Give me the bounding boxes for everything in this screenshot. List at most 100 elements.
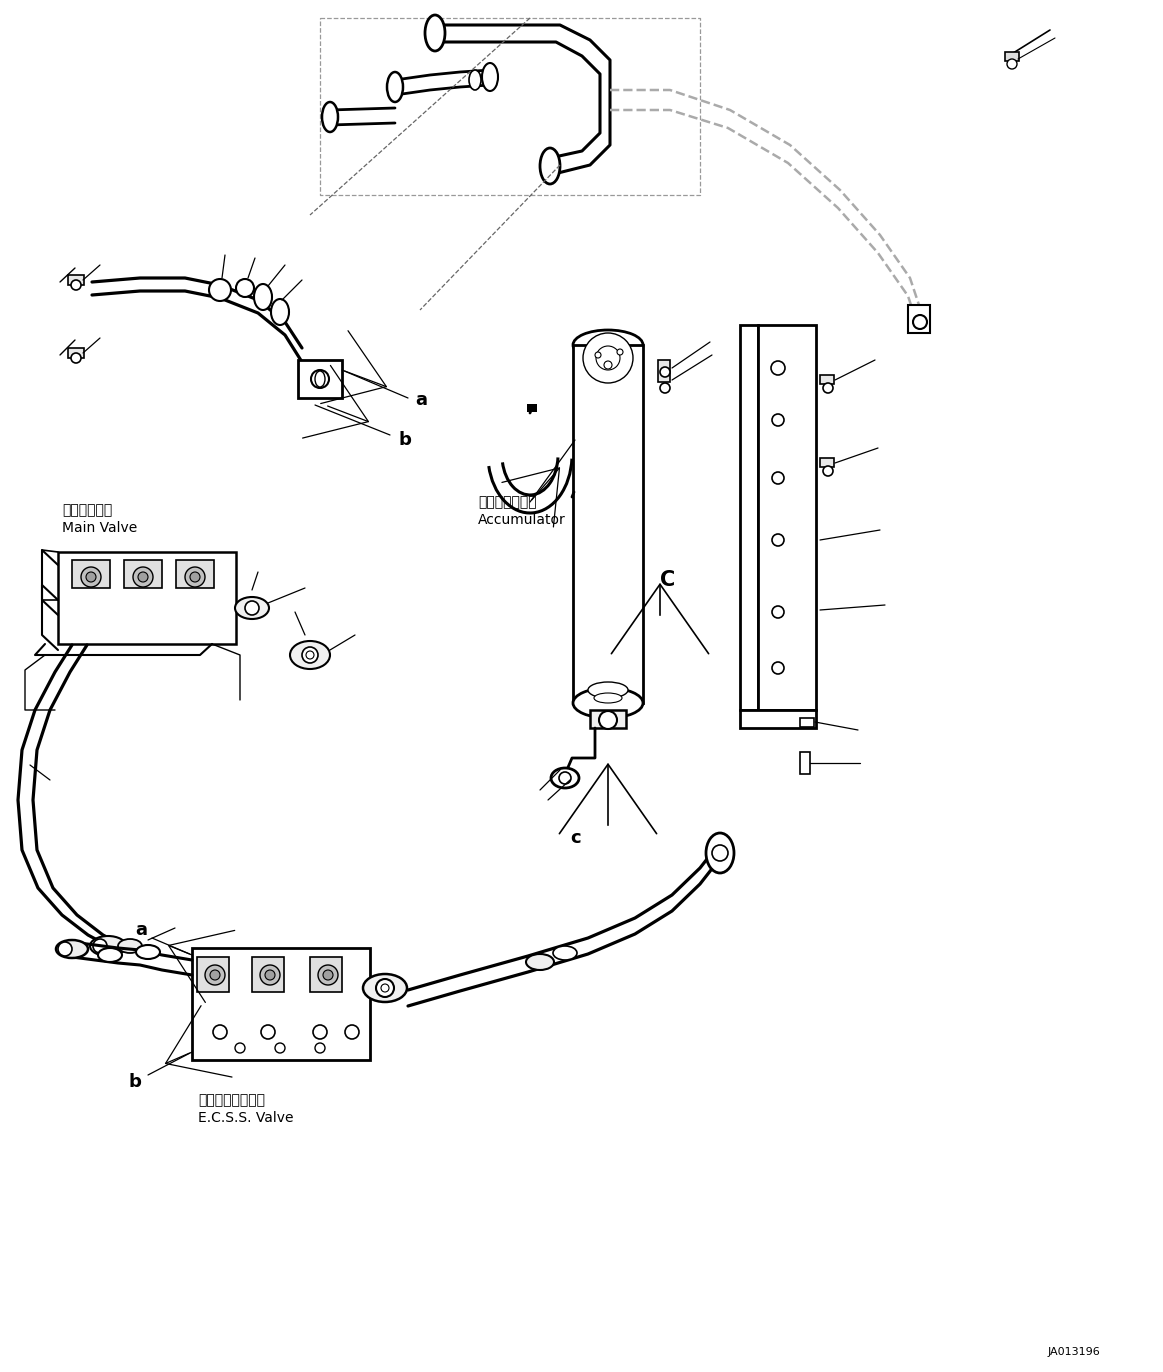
- Ellipse shape: [481, 63, 498, 91]
- Bar: [800, 752, 809, 774]
- Ellipse shape: [117, 938, 142, 954]
- Bar: [590, 709, 626, 729]
- Circle shape: [771, 361, 785, 375]
- Circle shape: [93, 938, 107, 954]
- Circle shape: [311, 370, 329, 388]
- Circle shape: [58, 943, 72, 956]
- Bar: [740, 325, 758, 709]
- Circle shape: [236, 279, 254, 296]
- Bar: [124, 560, 162, 589]
- Circle shape: [772, 472, 784, 484]
- Circle shape: [185, 567, 205, 587]
- Ellipse shape: [594, 693, 622, 702]
- Bar: [192, 948, 370, 1061]
- Circle shape: [913, 316, 927, 329]
- Ellipse shape: [424, 15, 445, 51]
- Ellipse shape: [526, 954, 554, 970]
- Circle shape: [604, 361, 612, 369]
- Text: b: b: [128, 1073, 141, 1091]
- Bar: [67, 274, 84, 285]
- Circle shape: [659, 366, 670, 377]
- Circle shape: [772, 534, 784, 546]
- Bar: [176, 560, 214, 589]
- Bar: [527, 403, 537, 412]
- Ellipse shape: [90, 936, 126, 956]
- Circle shape: [209, 279, 231, 300]
- Ellipse shape: [235, 597, 269, 619]
- Circle shape: [315, 1043, 324, 1052]
- Ellipse shape: [540, 148, 561, 184]
- Circle shape: [86, 572, 97, 582]
- Text: E.C.S.S. Valve: E.C.S.S. Valve: [198, 1111, 293, 1125]
- Bar: [1005, 52, 1019, 60]
- Text: 走行ダンババルブ: 走行ダンババルブ: [198, 1093, 265, 1107]
- Ellipse shape: [552, 947, 577, 960]
- Ellipse shape: [315, 370, 324, 387]
- Bar: [58, 552, 236, 643]
- Circle shape: [274, 1043, 285, 1052]
- Ellipse shape: [469, 70, 481, 91]
- Ellipse shape: [322, 102, 338, 132]
- Circle shape: [1007, 59, 1016, 69]
- Bar: [908, 305, 930, 333]
- Circle shape: [205, 965, 224, 985]
- Ellipse shape: [706, 833, 734, 873]
- Circle shape: [211, 970, 220, 980]
- Circle shape: [599, 711, 618, 729]
- Ellipse shape: [290, 641, 330, 670]
- Circle shape: [235, 1043, 245, 1052]
- Ellipse shape: [551, 768, 579, 788]
- Ellipse shape: [136, 945, 160, 959]
- Circle shape: [345, 1025, 359, 1039]
- Ellipse shape: [573, 687, 643, 718]
- Circle shape: [559, 772, 571, 783]
- Circle shape: [712, 845, 728, 862]
- Circle shape: [313, 1025, 327, 1039]
- Bar: [658, 359, 670, 381]
- Circle shape: [133, 567, 154, 587]
- Circle shape: [323, 970, 333, 980]
- Circle shape: [823, 466, 833, 476]
- Circle shape: [213, 1025, 227, 1039]
- Circle shape: [71, 280, 81, 289]
- Circle shape: [245, 601, 259, 615]
- Text: アキュムレータ: アキュムレータ: [478, 495, 536, 509]
- Circle shape: [317, 965, 338, 985]
- Circle shape: [823, 383, 833, 392]
- Circle shape: [381, 984, 388, 992]
- Text: c: c: [570, 829, 580, 847]
- Circle shape: [265, 970, 274, 980]
- Bar: [800, 718, 814, 727]
- Bar: [298, 359, 342, 398]
- Circle shape: [190, 572, 200, 582]
- Text: b: b: [398, 431, 411, 449]
- Ellipse shape: [573, 331, 643, 359]
- Ellipse shape: [387, 71, 404, 102]
- Bar: [252, 958, 284, 992]
- Text: メインバルブ: メインバルブ: [62, 504, 113, 517]
- Bar: [67, 348, 84, 358]
- Bar: [72, 560, 110, 589]
- Circle shape: [772, 606, 784, 617]
- Circle shape: [618, 348, 623, 355]
- Circle shape: [376, 980, 394, 997]
- Ellipse shape: [56, 940, 88, 958]
- Circle shape: [261, 1025, 274, 1039]
- Ellipse shape: [254, 284, 272, 310]
- Circle shape: [302, 648, 317, 663]
- Circle shape: [81, 567, 101, 587]
- Bar: [820, 375, 834, 384]
- Ellipse shape: [98, 948, 122, 962]
- Bar: [820, 458, 834, 466]
- Circle shape: [772, 663, 784, 674]
- Circle shape: [659, 383, 670, 392]
- Circle shape: [595, 346, 620, 370]
- Bar: [740, 709, 816, 729]
- Circle shape: [71, 353, 81, 364]
- Bar: [573, 344, 643, 702]
- Circle shape: [583, 333, 633, 383]
- Circle shape: [595, 353, 601, 358]
- Ellipse shape: [363, 974, 407, 1002]
- Circle shape: [261, 965, 280, 985]
- Text: a: a: [415, 391, 427, 409]
